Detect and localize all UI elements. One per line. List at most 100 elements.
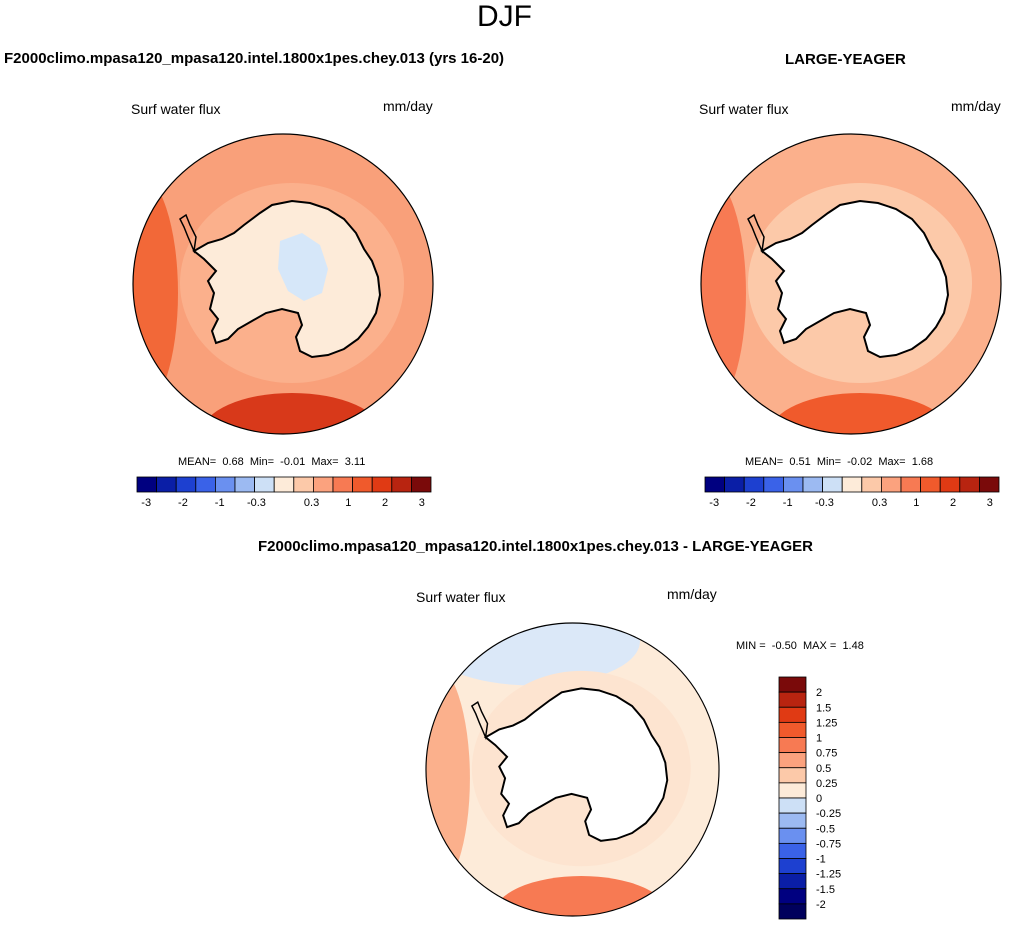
- colorbar-tick-label: -1: [816, 854, 826, 866]
- antarctica-land-fill: [485, 688, 668, 841]
- southern-ocean-max-field: [202, 393, 382, 434]
- colorbar-box-13: [778, 873, 807, 890]
- colorbar-box-1: [778, 691, 807, 708]
- colorbar-box-3: [763, 476, 784, 493]
- panel3-units-label: mm/day: [667, 586, 717, 602]
- colorbar-box-5: [778, 752, 807, 769]
- panel2-title: LARGE-YEAGER: [785, 51, 906, 68]
- antarctic-interior-field: [278, 233, 328, 301]
- colorbar-tick-label: -3: [141, 497, 151, 509]
- atlantic-sector-field: [425, 622, 640, 686]
- colorbar-box-7: [778, 782, 807, 799]
- colorbar-tick-label: -0.75: [816, 838, 841, 850]
- globe-border: [700, 133, 1002, 435]
- colorbar-tick-label: -1: [783, 497, 793, 509]
- colorbar-box-11: [920, 476, 941, 493]
- colorbar-box-10: [900, 476, 922, 493]
- panel1-title: F2000climo.mpasa120_mpasa120.intel.1800x…: [4, 50, 505, 67]
- colorbar-box-11: [778, 842, 807, 859]
- colorbar-box-8: [778, 797, 807, 814]
- colorbar-box-14: [778, 888, 807, 905]
- colorbar-box-0: [704, 476, 726, 493]
- panel1-max-label: Max=: [311, 456, 339, 468]
- colorbar-box-5: [234, 476, 256, 493]
- panel2-mean-value: 0.51: [789, 456, 811, 468]
- panel3-min-label: MIN =: [736, 640, 766, 652]
- colorbar-tick-label: 2: [950, 497, 956, 509]
- colorbar-box-6: [778, 767, 807, 784]
- colorbar-box-14: [978, 476, 1000, 493]
- colorbar-tick-label: -3: [709, 497, 719, 509]
- panel2-max-label: Max=: [878, 456, 906, 468]
- antarctica-coastline: [760, 199, 950, 359]
- colorbar-box-0: [778, 676, 807, 693]
- colorbar-box-2: [175, 476, 197, 493]
- colorbar-box-3: [778, 721, 807, 738]
- panel1-variable-label: Surf water flux: [131, 101, 221, 117]
- peninsula-coastline: [747, 213, 765, 254]
- panel1-colorbar: -3 -2 -1 -0.3 0.3 1 2 3: [136, 476, 432, 509]
- peninsula-coastline: [179, 213, 197, 254]
- panel2-variable-label: Surf water flux: [699, 101, 789, 117]
- colorbar-tick-label: -0.5: [816, 823, 835, 835]
- colorbar-box-11: [352, 476, 373, 493]
- colorbar-tick-label: 0.25: [816, 778, 837, 790]
- panel3-max-label: MAX =: [802, 640, 837, 652]
- colorbar-box-12: [371, 476, 393, 493]
- colorbar-box-2: [778, 706, 807, 723]
- colorbar-box-10: [778, 827, 807, 844]
- panel1-mean-label: MEAN=: [178, 456, 217, 468]
- colorbar-tick-label: -0.3: [815, 497, 834, 509]
- colorbar-box-6: [254, 476, 275, 493]
- colorbar-box-7: [841, 476, 863, 493]
- colorbar-box-8: [861, 476, 882, 493]
- colorbar-box-9: [778, 812, 807, 829]
- colorbar-box-14: [410, 476, 432, 493]
- colorbar-tick-label: 0.5: [816, 763, 831, 775]
- colorbar-box-9: [880, 476, 902, 493]
- colorbar-box-10: [332, 476, 354, 493]
- southern-ocean-max-field: [493, 875, 670, 917]
- pacific-sector-field: [701, 173, 746, 413]
- colorbar-tick-label: 1: [345, 497, 351, 509]
- colorbar-tick-label: 3: [419, 497, 425, 509]
- panel3-min-value: -0.50: [771, 640, 797, 652]
- panel1-max-value: 3.11: [344, 456, 366, 468]
- panel2-max-value: 1.68: [911, 456, 934, 468]
- colorbar-box-9: [312, 476, 334, 493]
- colorbar-box-12: [778, 858, 807, 875]
- colorbar-tick-label: -2: [816, 899, 826, 911]
- colorbar-tick-label: 1: [816, 733, 822, 745]
- colorbar-box-0: [136, 476, 158, 493]
- colorbar-box-4: [778, 737, 807, 754]
- colorbar-box-12: [939, 476, 961, 493]
- panel2-min-label: Min=: [816, 456, 842, 468]
- panel2-map: [700, 133, 1002, 435]
- panel1-units-label: mm/day: [383, 98, 433, 114]
- panel3-colorbar: 2 1.5 1.25 1 0.75 0.5 0.25 0 -0.25 -0.5 -0.75 -1 -1.…: [778, 676, 841, 920]
- colorbar-tick-label: 2: [816, 687, 822, 699]
- panel1-min-value: -0.01: [280, 456, 306, 468]
- peninsula-coastline: [470, 700, 489, 740]
- colorbar-tick-label: 0.3: [872, 497, 887, 509]
- colorbar-tick-label: -0.25: [816, 808, 841, 820]
- panel3-map: [425, 622, 720, 917]
- panel2-stats: MEAN= 0.51 Min= -0.02 Max= 1.68: [745, 456, 933, 468]
- colorbar-box-15: [778, 903, 807, 920]
- antarctica-coastline: [483, 687, 669, 842]
- panel3-title: F2000climo.mpasa120_mpasa120.intel.1800x…: [258, 538, 814, 555]
- panel1-stats: MEAN= 0.68 Min= -0.01 Max= 3.11: [178, 456, 365, 468]
- page-title: DJF: [477, 0, 532, 33]
- colorbar-tick-label: 1.5: [816, 702, 831, 714]
- panel2-min-value: -0.02: [847, 456, 873, 468]
- colorbar-tick-label: 2: [382, 497, 388, 509]
- colorbar-box-4: [215, 476, 236, 493]
- colorbar-box-5: [802, 476, 824, 493]
- antarctica-land-fill: [762, 201, 948, 357]
- panel2-colorbar: -3 -2 -1 -0.3 0.3 1 2 3: [704, 476, 1000, 509]
- colorbar-box-3: [195, 476, 216, 493]
- colorbar-box-13: [959, 476, 980, 493]
- southern-ocean-max-field: [770, 393, 950, 434]
- panel2-units-label: mm/day: [951, 98, 1001, 114]
- colorbar-box-13: [391, 476, 412, 493]
